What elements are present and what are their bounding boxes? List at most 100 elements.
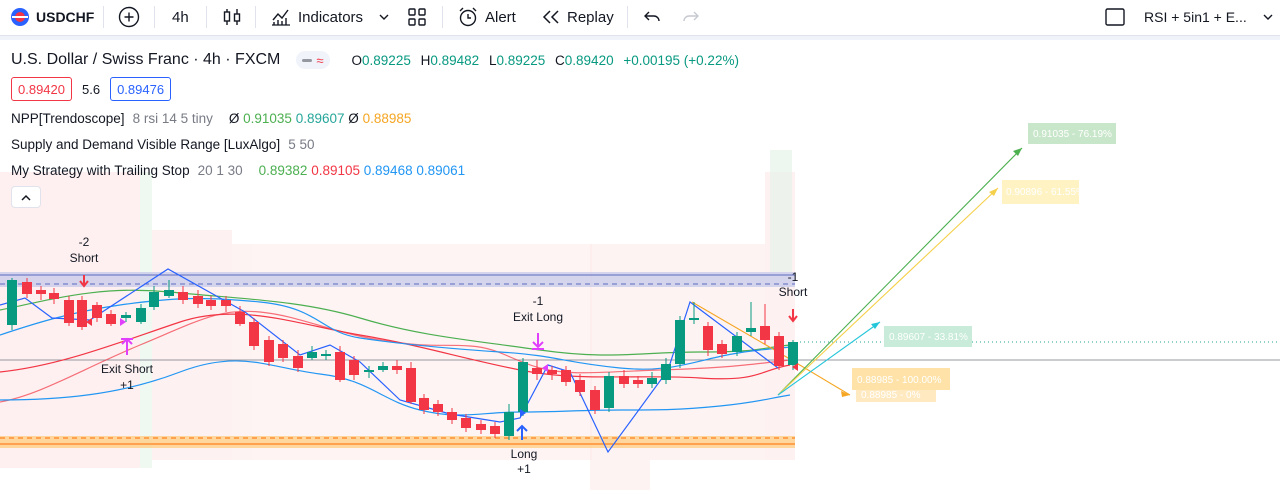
replay-button[interactable]: Replay xyxy=(541,0,614,34)
toolbar-divider xyxy=(627,6,628,28)
zigzag-markers xyxy=(86,318,798,417)
chart-pane[interactable]: 0.91035 - 76.19% 0.90896 - 61.55% 0.8960… xyxy=(0,40,1280,491)
indicator-name: My Strategy with Trailing Stop xyxy=(11,163,190,178)
arrow-head xyxy=(871,322,880,329)
spread-value: 5.6 xyxy=(82,81,101,97)
candle-body xyxy=(206,300,216,306)
chart-canvas[interactable]: 0.91035 - 76.19% 0.90896 - 61.55% 0.8960… xyxy=(0,40,1280,491)
candle-body xyxy=(136,308,146,322)
indicator-params: 20 1 30 xyxy=(197,163,243,178)
short-arrow-icon xyxy=(79,275,89,288)
marker-icon xyxy=(542,364,548,372)
candle-body xyxy=(760,326,770,340)
indicator-value: 0.89468 xyxy=(363,163,413,178)
indicator-legend-strategy[interactable]: My Strategy with Trailing Stop 20 1 30 0… xyxy=(11,163,465,178)
buy-button[interactable]: 0.89476 xyxy=(110,77,172,101)
indicator-name: Supply and Demand Visible Range [LuxAlgo… xyxy=(11,137,281,152)
target-label-box xyxy=(1002,180,1079,204)
interval-button[interactable]: 4h xyxy=(172,0,189,34)
candle-body xyxy=(193,296,203,304)
candle-body xyxy=(321,354,331,356)
ohlc-key: L xyxy=(488,52,497,68)
signal-count: -1 xyxy=(788,270,799,284)
ohlc-value: 0.89482 xyxy=(430,52,480,68)
candle-body xyxy=(378,366,388,370)
ohlc-values: O0.89225 H0.89482 L0.89225 C0.89420 +0.0… xyxy=(352,53,745,68)
candle-body xyxy=(604,376,614,408)
exit-long-arrow-icon xyxy=(532,333,544,350)
symbol-description[interactable]: U.S. Dollar / Swiss Franc · 4h · FXCM xyxy=(11,51,281,68)
candle-body xyxy=(619,376,629,384)
candle-body xyxy=(689,318,699,320)
indicator-legend-npp[interactable]: NPP[Trendoscope] 8 rsi 14 5 tiny Ø 0.910… xyxy=(11,111,411,126)
zone-shade xyxy=(152,230,232,460)
candle-body xyxy=(92,305,102,318)
alert-button[interactable]: Alert xyxy=(457,0,516,34)
candle-body xyxy=(575,380,585,392)
candle-body xyxy=(504,412,514,436)
toolbar-divider xyxy=(206,6,207,28)
candle-body xyxy=(788,342,798,365)
candle-body xyxy=(221,300,231,306)
collapse-legend-button[interactable] xyxy=(11,186,41,208)
market-status-pill[interactable]: ≈ xyxy=(296,51,330,69)
sell-price: 0.89420 xyxy=(18,81,65,97)
short-arrow-icon xyxy=(788,309,798,323)
ohlc-value: 0.89420 xyxy=(564,52,614,68)
candle-body xyxy=(121,315,131,318)
toolbar-divider xyxy=(442,6,443,28)
chart-legend-title: U.S. Dollar / Swiss Franc · 4h · FXCM ≈ … xyxy=(11,51,745,69)
candle-body xyxy=(249,322,259,346)
symbol-search-button[interactable]: USDCHF xyxy=(10,0,94,34)
chart-type-button[interactable] xyxy=(222,0,242,34)
layout-button[interactable]: RSI + 5in1 + E... xyxy=(1104,0,1273,34)
signal-label: Exit Short xyxy=(101,362,154,376)
arrow-head xyxy=(841,391,850,397)
ohlc-value: 0.89225 xyxy=(496,52,546,68)
marker-icon xyxy=(86,318,92,326)
target-label: 0.89607 - 33.81% xyxy=(889,332,968,343)
indicator-value-group: 0.89382 0.89105 0.89468 0.89061 xyxy=(259,163,466,178)
toolbar-divider xyxy=(103,6,104,28)
signal-count: -2 xyxy=(79,235,90,249)
dash-icon xyxy=(302,58,313,62)
projection-line xyxy=(777,147,1023,396)
candle-body xyxy=(264,340,274,362)
ohlc-value: 0.89225 xyxy=(362,52,411,68)
candle-body xyxy=(703,326,713,350)
candle-body xyxy=(717,344,727,354)
redo-button[interactable] xyxy=(681,0,701,34)
target-label: 0.90896 - 61.55% xyxy=(1006,187,1085,198)
projection-line xyxy=(777,321,881,396)
candle-body xyxy=(774,336,784,366)
grid-icon xyxy=(407,7,427,27)
candle-body xyxy=(278,344,288,358)
candle-body xyxy=(36,290,46,294)
indicator-value-prefix: Ø xyxy=(348,111,359,126)
indicator-value-group: Ø 0.91035 0.89607 Ø 0.88985 xyxy=(229,111,412,126)
undo-button[interactable] xyxy=(642,0,662,34)
sell-button[interactable]: 0.89420 xyxy=(11,77,72,101)
candle-body xyxy=(476,424,486,430)
buy-price: 0.89476 xyxy=(117,81,165,97)
templates-button[interactable] xyxy=(407,0,427,34)
indicator-value: 0.89382 xyxy=(258,163,308,178)
alert-label: Alert xyxy=(485,8,516,26)
exit-short-arrow-icon xyxy=(121,337,133,355)
plus-circle-icon xyxy=(118,6,140,28)
indicator-legend-supply-demand[interactable]: Supply and Demand Visible Range [LuxAlgo… xyxy=(11,137,314,152)
ohlc-key: H xyxy=(420,52,431,68)
candle-body xyxy=(392,366,402,370)
candle-body xyxy=(647,378,657,384)
target-label: 0.91035 - 76.19% xyxy=(1033,129,1112,140)
symbol-logo-icon xyxy=(10,7,30,27)
candle-body xyxy=(532,368,542,374)
indicator-value: 0.88985 xyxy=(362,111,412,126)
add-symbol-button[interactable] xyxy=(118,0,140,34)
candle-body xyxy=(561,370,571,382)
candle-body xyxy=(746,328,756,332)
signal-count: -1 xyxy=(533,294,544,308)
target-label-box xyxy=(852,368,950,390)
indicators-button[interactable]: Indicators xyxy=(270,0,389,34)
undo-icon xyxy=(642,9,662,25)
